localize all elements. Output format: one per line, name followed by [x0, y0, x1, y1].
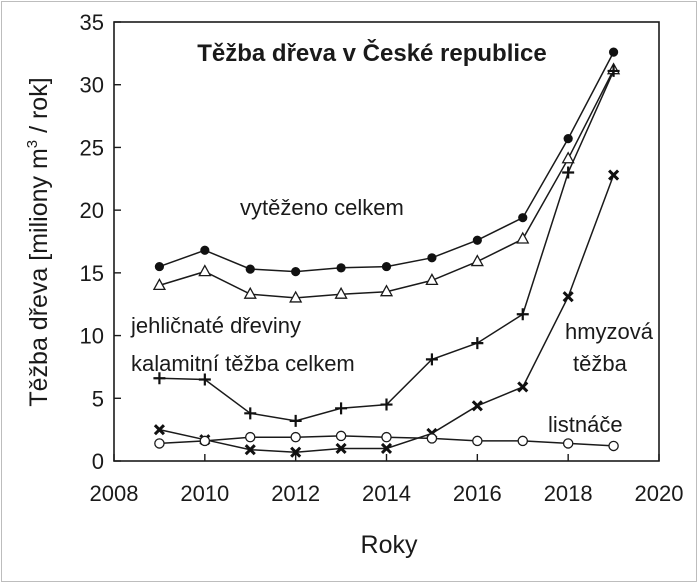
annotation-insect-2: těžba — [573, 351, 628, 376]
y-tick-label: 35 — [80, 10, 104, 35]
annotations: vytěženo celkem jehličnaté dřeviny kalam… — [130, 195, 654, 437]
series-open-circle — [154, 430, 619, 452]
data-point — [472, 435, 483, 447]
data-point — [516, 308, 529, 321]
data-point — [425, 353, 438, 366]
data-point — [289, 290, 303, 303]
data-point — [379, 284, 394, 297]
data-point — [563, 134, 573, 144]
x-tick-label: 2018 — [544, 481, 593, 506]
data-point — [381, 431, 392, 443]
data-point — [290, 446, 302, 458]
y-axis-title-suffix: / rok] — [25, 77, 53, 140]
data-point — [154, 261, 165, 272]
data-point — [290, 431, 301, 443]
data-point — [426, 433, 438, 444]
data-point — [244, 407, 257, 420]
x-tick-label: 2020 — [635, 481, 684, 506]
y-tick-label: 30 — [80, 73, 104, 98]
x-tick-label: 2014 — [362, 481, 411, 506]
data-point — [336, 263, 346, 273]
data-point — [244, 444, 256, 456]
data-point — [608, 169, 620, 181]
data-point — [289, 414, 302, 427]
x-tick-label: 2016 — [453, 481, 502, 506]
data-point — [608, 47, 619, 57]
annotation-calamity: kalamitní těžba celkem — [131, 351, 355, 376]
data-point — [608, 440, 619, 452]
data-point — [152, 278, 167, 291]
series-line — [159, 51, 615, 273]
data-point — [154, 438, 165, 449]
annotation-conifers: jehličnaté dřeviny — [130, 313, 301, 338]
y-axis-ticks: 0 5 10 15 20 25 30 35 — [80, 10, 121, 474]
y-tick-label: 10 — [80, 324, 104, 349]
plot-border — [113, 21, 660, 462]
y-tick-label: 5 — [92, 386, 104, 411]
data-point — [471, 400, 483, 412]
y-axis-title-superscript: 3 — [24, 140, 41, 148]
data-point — [517, 381, 529, 393]
data-point — [245, 264, 255, 274]
data-point — [562, 438, 574, 449]
data-point — [380, 398, 393, 411]
data-point — [198, 264, 212, 277]
annotation-insect-1: hmyzová — [565, 319, 654, 344]
data-point — [335, 402, 348, 415]
data-point — [153, 372, 166, 385]
data-point — [518, 213, 528, 223]
chart-title: Těžba dřeva v České republice — [197, 39, 547, 67]
data-point — [472, 235, 482, 245]
y-tick-label: 0 — [92, 449, 104, 474]
data-point — [380, 442, 393, 455]
data-point — [291, 267, 301, 277]
y-tick-label: 15 — [80, 261, 104, 286]
x-tick-label: 2010 — [180, 481, 229, 506]
data-point — [199, 435, 211, 447]
data-point — [516, 231, 530, 244]
annotation-broadleaves: listnáče — [548, 412, 623, 437]
series-layer — [152, 47, 621, 458]
series-open-triangle — [152, 62, 621, 303]
data-point — [427, 253, 437, 263]
data-point — [198, 373, 211, 386]
y-axis-title-main: Těžba dřeva [miliony m — [25, 148, 53, 406]
data-point — [561, 151, 575, 164]
x-axis-ticks: 2008 2010 2012 2014 2016 2018 2020 — [90, 454, 684, 506]
x-axis-title: Roky — [361, 531, 418, 559]
series-plus — [153, 64, 620, 427]
x-tick-label: 2008 — [90, 481, 139, 506]
data-point — [244, 431, 256, 443]
y-tick-label: 25 — [80, 135, 104, 160]
data-point — [334, 286, 348, 299]
data-point — [153, 424, 165, 436]
x-tick-label: 2012 — [271, 481, 320, 506]
data-point — [200, 245, 210, 255]
plot-area — [113, 21, 660, 462]
data-point — [562, 166, 575, 179]
annotation-total: vytěženo celkem — [240, 195, 404, 220]
data-point — [381, 261, 392, 272]
data-point — [425, 273, 439, 286]
data-point — [471, 337, 484, 350]
y-axis-title: Těžba dřeva [miliony m3 / rok] — [24, 77, 53, 406]
data-point — [607, 64, 620, 77]
data-point — [517, 435, 529, 447]
series-filled-circle — [154, 47, 619, 277]
data-point — [335, 442, 347, 455]
data-point — [470, 254, 484, 267]
data-point — [562, 291, 574, 303]
y-tick-label: 20 — [80, 198, 104, 223]
data-point — [335, 430, 347, 442]
data-point — [243, 286, 257, 299]
